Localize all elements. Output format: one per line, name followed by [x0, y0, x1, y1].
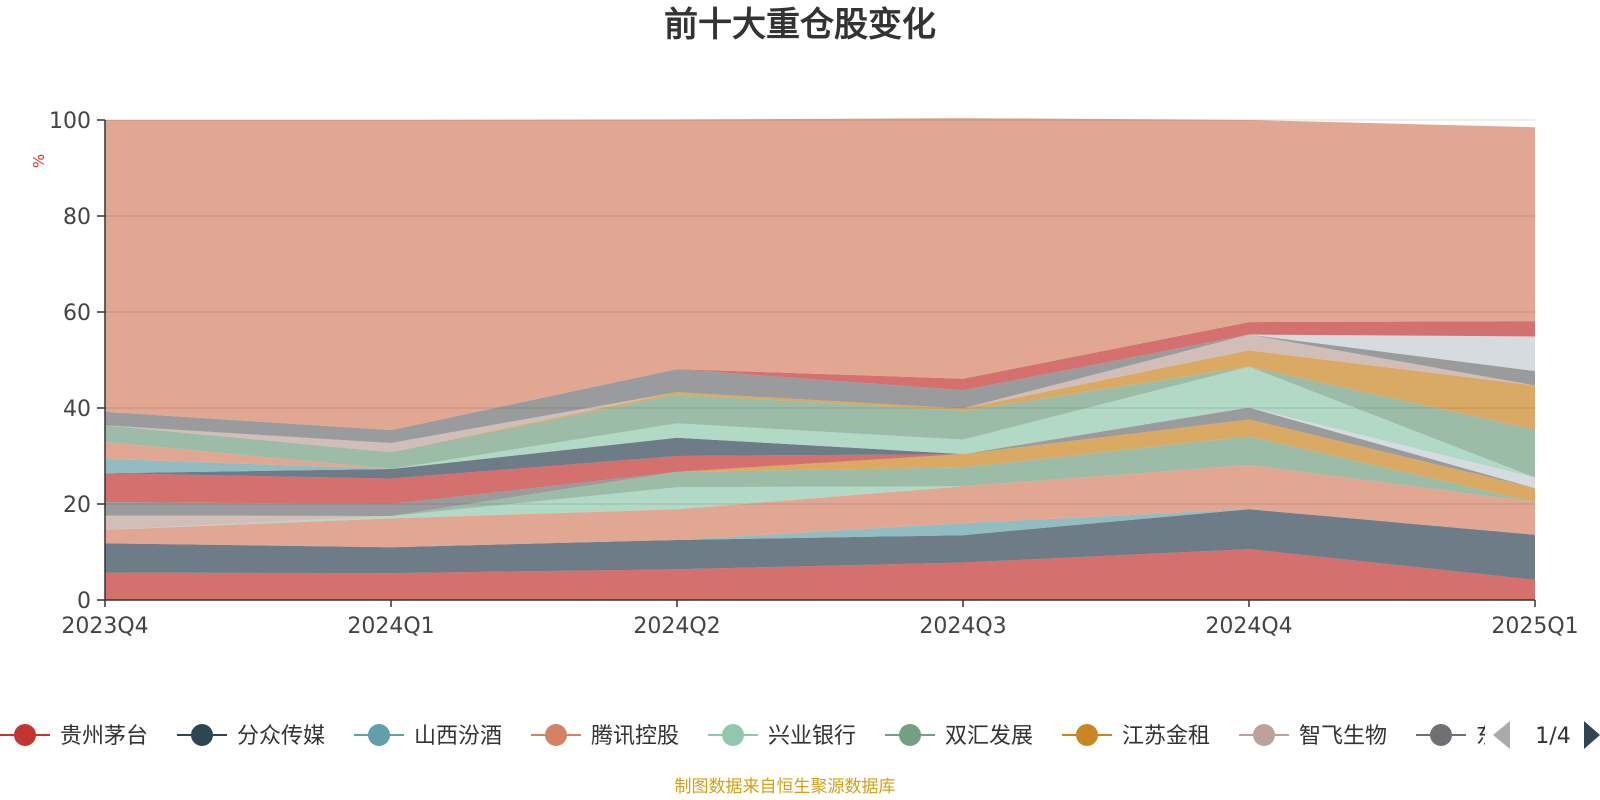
x-tick-label: 2023Q4	[61, 614, 148, 639]
legend-marker	[1430, 724, 1452, 746]
legend-marker	[899, 724, 921, 746]
area-series-20	[105, 334, 1535, 431]
legend-marker	[368, 724, 390, 746]
legend-items: 贵州茅台 分众传媒 山西汾酒 腾讯控股 兴业银行 双汇发展 江苏金租 智飞生物 东	[0, 724, 1498, 749]
legend-marker	[191, 724, 213, 746]
y-axis-unit-label: %	[30, 154, 48, 168]
legend-item[interactable]: 腾讯控股	[531, 724, 679, 749]
area-series-15	[105, 366, 1535, 478]
area-series-1	[105, 549, 1535, 600]
area-series-4	[105, 465, 1535, 548]
x-tick-label: 2025Q1	[1491, 614, 1578, 639]
x-tick-label: 2024Q1	[347, 614, 434, 639]
legend-marker	[1253, 724, 1275, 746]
x-tick-label: 2024Q4	[1205, 614, 1292, 639]
legend-item[interactable]: 东	[1416, 724, 1498, 749]
legend-label: 贵州茅台	[60, 724, 148, 749]
legend-marker	[722, 724, 744, 746]
y-tick-label: 40	[63, 397, 91, 422]
legend-marker	[545, 724, 567, 746]
area-series-18	[105, 334, 1535, 453]
area-series-6	[105, 436, 1535, 530]
legend-marker	[1076, 724, 1098, 746]
legend-label: 江苏金租	[1122, 724, 1210, 749]
legend-next-arrow-icon[interactable]	[1584, 721, 1600, 749]
grid-lines	[105, 119, 1535, 505]
area-series-11	[105, 407, 1535, 504]
area-series-21	[105, 321, 1535, 431]
axes: 0 20 40 60 80 100 2023Q4 2024Q1 2024Q2 2024Q3 2024…	[49, 109, 1579, 639]
legend-item[interactable]: 贵州茅台	[0, 724, 148, 749]
legend-marker	[14, 724, 36, 746]
area-series-16	[105, 366, 1535, 478]
y-tick-label: 20	[63, 493, 91, 518]
area-series-13	[105, 407, 1535, 478]
stacked-areas	[105, 118, 1535, 600]
legend-label: 兴业银行	[768, 724, 856, 749]
area-series-2	[105, 509, 1535, 580]
y-tick-label: 60	[63, 301, 91, 326]
legend-label: 山西汾酒	[414, 724, 502, 749]
legend-item[interactable]: 分众传媒	[177, 724, 325, 749]
area-series-5	[105, 465, 1535, 530]
area-series-8	[105, 419, 1535, 530]
legend-item[interactable]: 兴业银行	[708, 724, 856, 749]
area-series-22	[105, 118, 1535, 431]
x-tick-label: 2024Q2	[633, 614, 720, 639]
legend-item[interactable]: 双汇发展	[885, 724, 1033, 749]
x-tick-label: 2024Q3	[919, 614, 1006, 639]
area-series-9	[105, 407, 1535, 516]
legend-item[interactable]: 江苏金租	[1062, 724, 1210, 749]
area-series-12	[105, 407, 1535, 479]
legend-label: 分众传媒	[237, 724, 325, 749]
legend-page-indicator: 1/4	[1535, 724, 1570, 749]
legend-prev-arrow-icon[interactable]	[1493, 721, 1510, 749]
legend-label: 东	[1476, 724, 1498, 749]
legend-label: 腾讯控股	[591, 724, 679, 749]
y-tick-label: 100	[49, 109, 91, 134]
source-note: 制图数据来自恒生聚源数据库	[675, 777, 896, 797]
area-series-17	[105, 350, 1535, 453]
y-tick-label: 0	[77, 589, 91, 614]
legend[interactable]: 贵州茅台 分众传媒 山西汾酒 腾讯控股 兴业银行 双汇发展 江苏金租 智飞生物 东 1/4	[0, 721, 1600, 749]
y-tick-label: 80	[63, 205, 91, 230]
legend-item[interactable]: 山西汾酒	[354, 724, 502, 749]
chart-title: 前十大重仓股变化	[664, 5, 936, 45]
legend-label: 智飞生物	[1299, 724, 1387, 749]
area-series-19	[105, 334, 1535, 444]
legend-item[interactable]: 智飞生物	[1239, 724, 1387, 749]
legend-label: 双汇发展	[945, 724, 1033, 749]
